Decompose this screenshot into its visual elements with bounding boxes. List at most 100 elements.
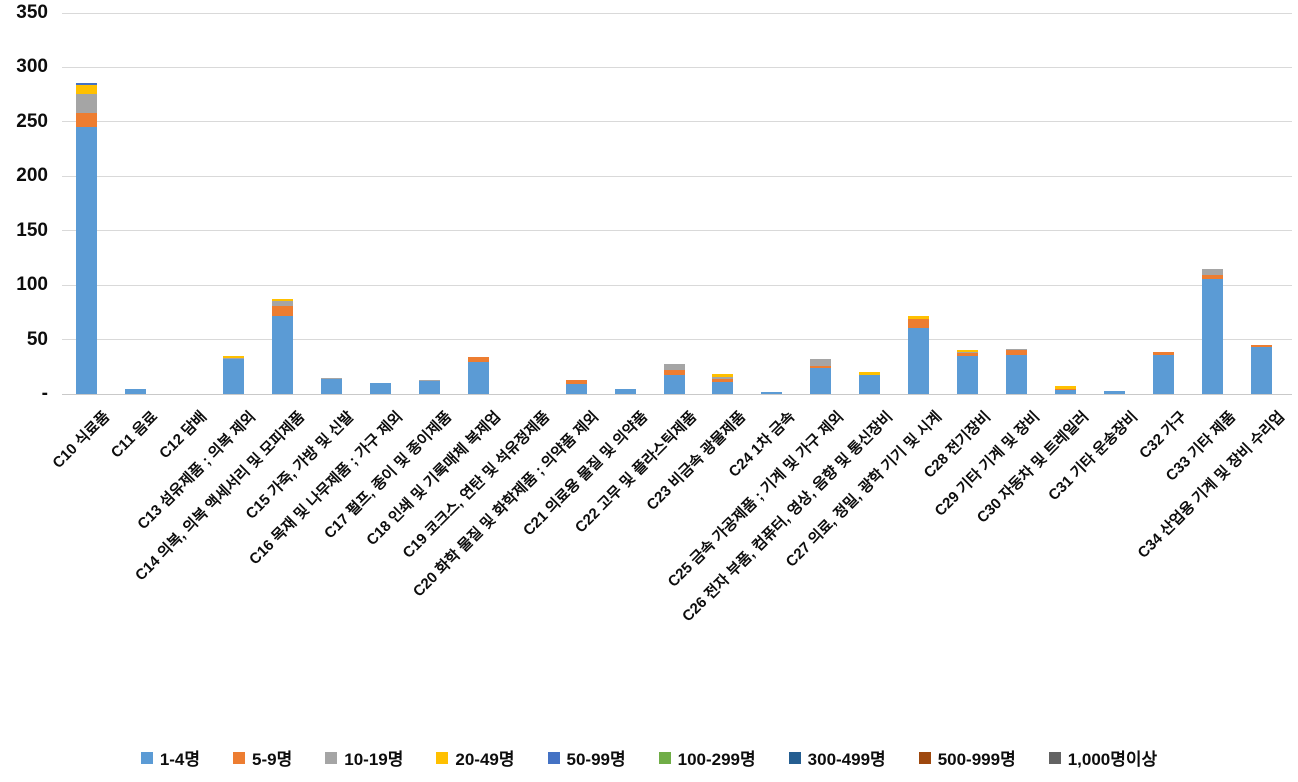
bar-segment <box>565 379 587 385</box>
legend-label: 20-49명 <box>455 750 515 769</box>
bar-segment <box>1251 345 1273 348</box>
bar-segment <box>1104 390 1126 394</box>
bar-segment <box>124 388 146 394</box>
legend-swatch-icon <box>547 751 560 764</box>
legend-label: 500-999명 <box>937 750 1016 769</box>
bar-segment <box>271 315 293 394</box>
bar-segment <box>369 383 391 394</box>
bar-segment <box>810 365 832 368</box>
bar-segment <box>76 113 97 128</box>
legend-item: 10-19명 <box>325 745 403 770</box>
y-axis-tick-label: 250 <box>16 110 48 132</box>
bar-segment <box>271 301 293 306</box>
y-axis-tick-label: - <box>41 383 48 404</box>
y-axis-tick-label: 300 <box>16 56 48 78</box>
bar-segment <box>810 367 832 394</box>
bar-segment <box>320 378 342 394</box>
legend-item: 300-499명 <box>788 745 886 770</box>
bar-segment <box>76 82 97 85</box>
bar-segment <box>222 355 244 359</box>
y-axis-tick-label: 200 <box>16 165 48 187</box>
bar-segment <box>712 378 734 383</box>
bar-segment <box>565 384 587 394</box>
bar-segment <box>908 327 930 394</box>
bar-segment <box>712 376 734 379</box>
gridline <box>62 339 1292 341</box>
bar-segment <box>467 362 489 394</box>
legend-label: 1,000명이상 <box>1067 750 1158 769</box>
bar-segment <box>614 388 636 394</box>
bar-segment <box>1202 278 1224 394</box>
bar-segment <box>859 372 881 376</box>
gridline <box>62 230 1292 232</box>
bar-segment <box>1055 386 1077 389</box>
bar-segment <box>1055 388 1077 390</box>
bar-segment <box>271 305 293 316</box>
legend-item: 5-9명 <box>233 745 292 770</box>
bar-segment <box>908 318 930 328</box>
bar-segment <box>663 375 685 394</box>
legend-label: 100-299명 <box>677 750 756 769</box>
bar-segment <box>957 350 979 352</box>
bar-segment <box>957 351 979 353</box>
legend-item: 100-299명 <box>658 745 756 770</box>
bar-segment <box>1006 349 1028 351</box>
bar-segment <box>712 374 734 377</box>
bar-segment <box>1153 351 1175 355</box>
legend-item: 1,000명이상 <box>1048 745 1158 770</box>
legend-swatch-icon <box>436 751 449 764</box>
legend-swatch-icon <box>233 751 246 764</box>
bar-segment <box>418 380 440 394</box>
legend-label: 50-99명 <box>566 750 626 769</box>
legend-swatch-icon <box>1048 751 1061 764</box>
bar-segment <box>761 391 783 394</box>
bar-segment <box>957 352 979 356</box>
gridline <box>62 12 1292 14</box>
legend-item: 1-4명 <box>140 745 201 770</box>
y-axis-tick-label: 100 <box>16 274 48 296</box>
bar-segment <box>418 379 440 381</box>
bar-segment <box>859 375 881 394</box>
bar-segment <box>1006 350 1028 355</box>
bar-segment <box>271 299 293 302</box>
legend-swatch-icon <box>658 751 671 764</box>
bar-segment <box>76 93 97 114</box>
bar-segment <box>1202 268 1224 276</box>
legend-swatch-icon <box>140 751 153 764</box>
legend-swatch-icon <box>325 751 338 764</box>
bar-segment <box>712 382 734 394</box>
bar-segment <box>1006 354 1028 394</box>
bar-segment <box>1153 354 1175 394</box>
bar-segment <box>1202 275 1224 279</box>
bar-segment <box>957 355 979 394</box>
bar-segment <box>222 358 244 360</box>
bar-segment <box>1251 347 1273 394</box>
gridline <box>62 121 1292 123</box>
y-axis-tick-label: 350 <box>16 2 48 23</box>
legend-item: 500-999명 <box>918 745 1016 770</box>
gridline <box>62 284 1292 286</box>
legend-label: 10-19명 <box>344 750 404 769</box>
legend-item: 50-99명 <box>547 745 626 770</box>
bar-segment <box>663 370 685 376</box>
bar-segment <box>908 315 930 319</box>
y-axis-tick-label: 150 <box>16 219 48 241</box>
legend-item: 20-49명 <box>436 745 515 770</box>
bar-segment <box>467 356 489 363</box>
bar-segment <box>1055 389 1077 394</box>
bar-segment <box>663 363 685 371</box>
legend-label: 300-499명 <box>807 750 886 769</box>
legend-swatch-icon <box>788 751 801 764</box>
bar-segment <box>810 359 832 366</box>
bar-segment <box>222 359 244 394</box>
bar-segment <box>76 84 97 94</box>
gridline <box>62 66 1292 68</box>
legend-swatch-icon <box>918 751 931 764</box>
legend-label: 1-4명 <box>159 750 201 769</box>
bar-segment <box>320 377 342 379</box>
y-axis-tick-label: 50 <box>26 328 48 350</box>
x-axis-baseline <box>62 393 1292 395</box>
legend-label: 5-9명 <box>252 750 293 769</box>
gridline <box>62 175 1292 177</box>
